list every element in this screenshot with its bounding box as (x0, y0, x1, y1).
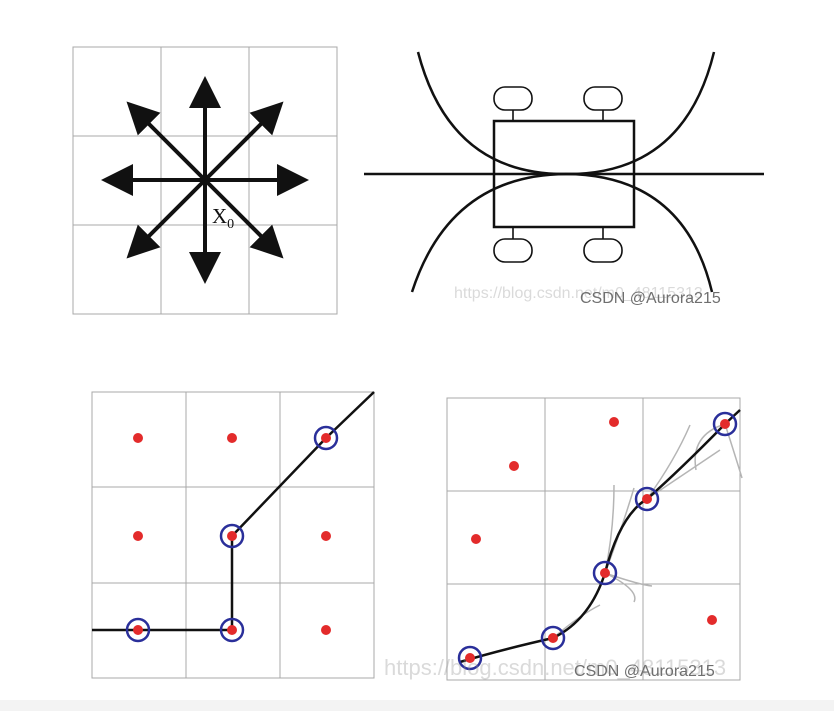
arrow-up-right (205, 113, 272, 180)
turning-arc-lower-left (412, 174, 566, 292)
watermark-credit-top: CSDN @Aurora215 (580, 290, 721, 308)
smooth-path-grid (447, 398, 740, 680)
wheel-rear-left (494, 239, 532, 262)
arrow-up-left (138, 113, 205, 180)
arrow-down-left (138, 180, 205, 247)
direction-arrows (117, 92, 293, 268)
smooth-path-nodes (465, 417, 730, 663)
grid-path-panel (92, 392, 374, 678)
wheel-front-right (584, 87, 622, 110)
turning-arc-lower-right (566, 174, 712, 292)
turning-arcs (412, 52, 714, 292)
neighborhood-panel: X0 (73, 47, 337, 314)
smooth-path-panel (447, 398, 742, 680)
turning-arc-upper-left (418, 52, 566, 174)
smooth-path-waypoint-rings (459, 413, 736, 669)
watermark-credit-bottom: CSDN @Aurora215 (574, 663, 715, 681)
bottom-strip (0, 700, 834, 711)
vehicle-panel (364, 52, 764, 292)
turning-arc-upper-right (566, 52, 714, 174)
smooth-path-line (460, 410, 740, 662)
wheel-rear-right (584, 239, 622, 262)
candidate-arcs (553, 424, 742, 638)
wheel-front-left (494, 87, 532, 110)
